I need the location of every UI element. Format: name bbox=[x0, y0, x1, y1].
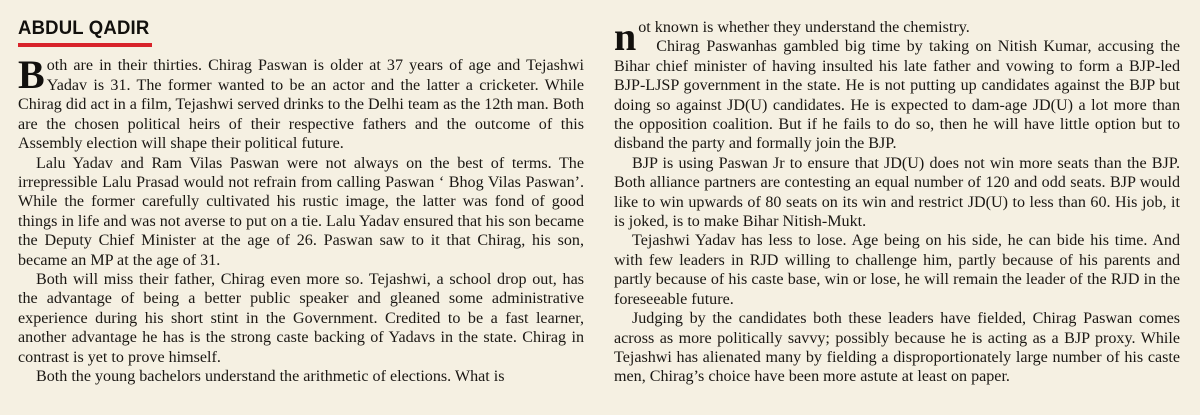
paragraph: Tejashwi Yadav has less to lose. Age bei… bbox=[614, 232, 1180, 308]
right-column: not known is whether they understand the… bbox=[614, 14, 1180, 387]
byline-accent-rule bbox=[18, 43, 152, 48]
paragraph: Lalu Yadav and Ram Vilas Paswan were not… bbox=[18, 154, 584, 269]
paragraph: not known is whether they understand the… bbox=[614, 14, 970, 59]
paragraph: Both the young bachelors understand the … bbox=[36, 367, 505, 385]
left-column: ABDUL QADIR Both are in their thirties. … bbox=[18, 18, 584, 386]
paragraph: Chirag Paswanhas gambled big time by tak… bbox=[614, 38, 1180, 153]
paragraph: Judging by the candidates both these lea… bbox=[614, 310, 1180, 386]
byline: ABDUL QADIR bbox=[18, 17, 584, 48]
paragraph: Both will miss their father, Chirag even… bbox=[18, 270, 584, 366]
article-columns: ABDUL QADIR Both are in their thirties. … bbox=[18, 14, 1180, 387]
paragraph: Both are in their thirties. Chirag Paswa… bbox=[18, 52, 584, 153]
byline-author-name: ABDUL QADIR bbox=[18, 17, 150, 39]
paragraph: BJP is using Paswan Jr to ensure that JD… bbox=[614, 154, 1180, 231]
